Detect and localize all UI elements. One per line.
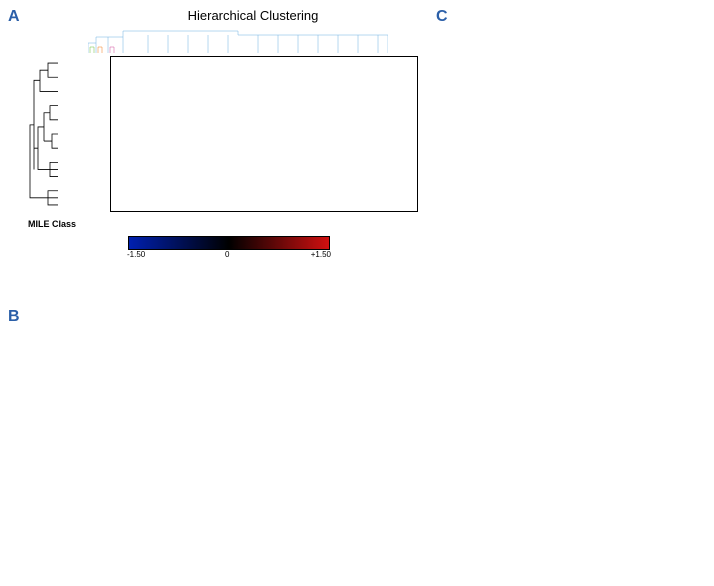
colorbar-low: -1.50 (127, 250, 145, 259)
dendrogram-left (28, 56, 58, 212)
panel-a-title: Hierarchical Clustering (88, 8, 418, 23)
colorbar-mid: 0 (225, 250, 229, 259)
panel-a-legend: MILE Class (28, 218, 418, 230)
dendrogram-top (88, 25, 388, 53)
figure: A Hierarchical Clustering MILE Class (8, 8, 706, 578)
panel-label-a: A (8, 8, 20, 26)
colorbar-high: +1.50 (311, 250, 331, 259)
gene-labels (58, 56, 110, 212)
panel-c (458, 18, 706, 248)
boxplot (458, 18, 706, 248)
colorbar: -1.50 0 +1.50 (128, 236, 330, 250)
panel-a: Hierarchical Clustering MILE Class (28, 8, 418, 250)
heatmap (110, 56, 418, 212)
panel-label-b: B (8, 308, 20, 326)
panel-label-c: C (436, 8, 448, 26)
mile-class-label: MILE Class (28, 218, 76, 230)
